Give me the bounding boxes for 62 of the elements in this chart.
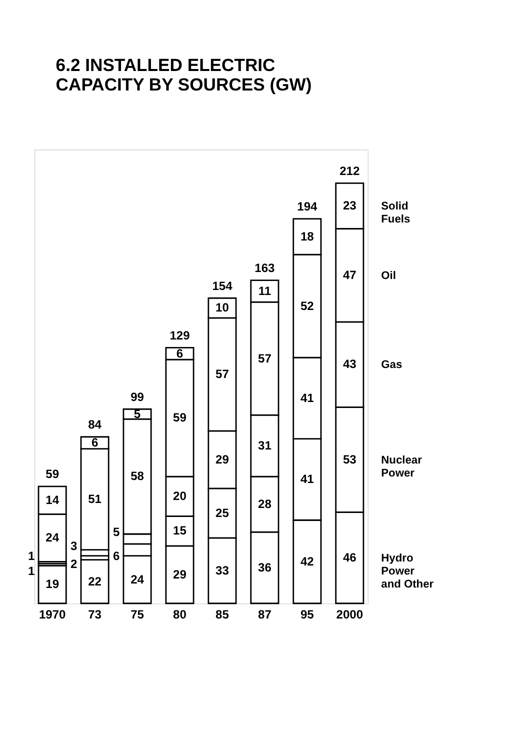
data-label: 58 xyxy=(130,469,144,484)
data-label: 22 xyxy=(88,574,102,588)
data-label: 52 xyxy=(300,298,314,313)
data-label: 47 xyxy=(342,268,357,282)
data-label: 42 xyxy=(300,554,314,568)
series-label: Hydro Power and Other xyxy=(381,552,434,590)
data-label: 15 xyxy=(173,524,187,538)
data-label: 6 xyxy=(176,346,184,360)
data-label: 29 xyxy=(216,452,230,466)
total-label: 212 xyxy=(340,164,360,178)
data-label: 59 xyxy=(173,410,187,425)
data-label: 19 xyxy=(46,577,60,592)
data-label: 24 xyxy=(46,530,60,545)
data-label: 24 xyxy=(130,572,144,586)
data-label: 3 xyxy=(70,539,78,554)
series-label: Oil xyxy=(381,270,396,282)
x-tick-label: 2000 xyxy=(336,608,364,622)
data-label: 31 xyxy=(258,438,272,452)
data-label: 33 xyxy=(216,563,230,578)
data-label: 28 xyxy=(258,496,272,511)
data-label: 18 xyxy=(300,229,314,244)
x-tick-label: 73 xyxy=(88,608,102,622)
total-label: 59 xyxy=(46,467,60,482)
data-label: 25 xyxy=(216,506,230,520)
data-label: 51 xyxy=(88,492,102,506)
series-label: Nuclear Power xyxy=(381,454,423,480)
data-label: 6 xyxy=(112,549,120,564)
chart-title: 6.2 INSTALLED ELECTRIC CAPACITY BY SOURCES (GW) xyxy=(56,54,312,94)
total-label: 99 xyxy=(130,390,144,404)
data-label: 57 xyxy=(216,367,230,382)
total-label: 194 xyxy=(297,200,318,214)
total-label: 163 xyxy=(254,260,276,275)
data-label: 57 xyxy=(258,351,272,366)
data-label: 1 xyxy=(28,564,36,578)
data-label: 20 xyxy=(173,489,187,504)
x-tick-label: 87 xyxy=(258,608,272,622)
x-tick-label: 75 xyxy=(130,608,144,622)
data-label: 46 xyxy=(342,550,357,564)
data-label: 11 xyxy=(258,284,272,298)
x-tick-label: 1970 xyxy=(38,608,66,622)
data-label: 1 xyxy=(28,548,36,563)
total-label: 154 xyxy=(212,278,233,293)
data-label: 53 xyxy=(342,452,357,466)
data-label: 29 xyxy=(173,567,187,582)
data-label: 5 xyxy=(112,525,120,540)
x-tick-label: 85 xyxy=(216,608,230,622)
total-label: 84 xyxy=(88,418,102,432)
data-label: 10 xyxy=(216,300,230,315)
series-label: Solid Fuels xyxy=(381,200,410,226)
data-label: 43 xyxy=(342,357,357,372)
data-label: 6 xyxy=(91,436,98,450)
data-label: 41 xyxy=(300,390,314,405)
data-label: 41 xyxy=(300,472,314,486)
data-label: 23 xyxy=(342,198,357,213)
x-tick-label: 95 xyxy=(300,608,314,622)
x-tick-label: 80 xyxy=(173,608,187,622)
data-label: 14 xyxy=(46,493,60,508)
total-label: 129 xyxy=(170,328,190,342)
data-label: 36 xyxy=(258,560,272,574)
series-label: Gas xyxy=(381,359,402,372)
data-label: 2 xyxy=(70,556,78,571)
data-label: 5 xyxy=(134,406,141,421)
